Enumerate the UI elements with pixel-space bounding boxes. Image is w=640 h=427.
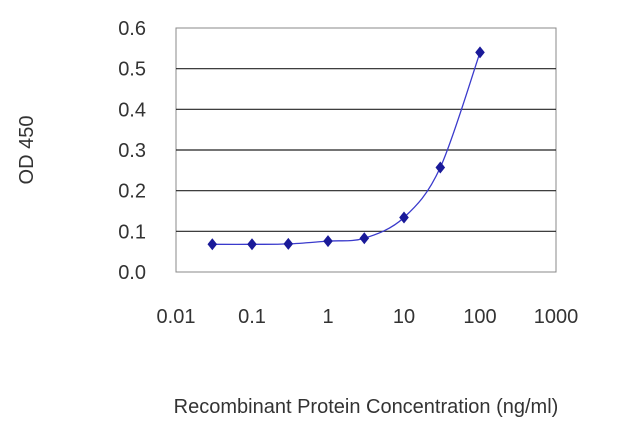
data-point	[435, 161, 446, 174]
data-point	[323, 235, 333, 248]
data-point	[283, 237, 294, 250]
y-axis-label: OD 450	[16, 116, 38, 185]
y-tick-label: 0.0	[118, 262, 146, 284]
y-tick-label: 0.1	[118, 221, 146, 243]
y-tick-label: 0.6	[118, 18, 146, 40]
x-tick-label: 100	[463, 306, 496, 328]
data-point	[475, 46, 485, 59]
x-tick-label: 10	[393, 306, 415, 328]
y-tick-label: 0.4	[118, 99, 146, 121]
x-tick-label: 0.01	[157, 306, 196, 328]
y-tick-label: 0.3	[118, 140, 146, 162]
y-tick-label: 0.5	[118, 59, 146, 81]
x-tick-label: 0.1	[238, 306, 266, 328]
data-point	[207, 238, 218, 251]
series-line	[212, 52, 481, 245]
data-point	[359, 232, 370, 245]
series-group	[207, 46, 485, 251]
x-axis-label: Recombinant Protein Concentration (ng/ml…	[174, 396, 559, 418]
y-tick-label: 0.2	[118, 181, 146, 203]
data-point	[247, 238, 257, 251]
gridlines	[176, 68, 556, 232]
y-tick-labels: 0.0 0.1 0.2 0.3 0.4 0.5 0.6	[118, 18, 146, 284]
x-tick-label: 1	[322, 306, 333, 328]
x-tick-label: 1000	[534, 306, 579, 328]
data-point	[399, 211, 409, 224]
x-tick-labels: 0.01 0.1 1 10 100 1000	[157, 306, 579, 328]
